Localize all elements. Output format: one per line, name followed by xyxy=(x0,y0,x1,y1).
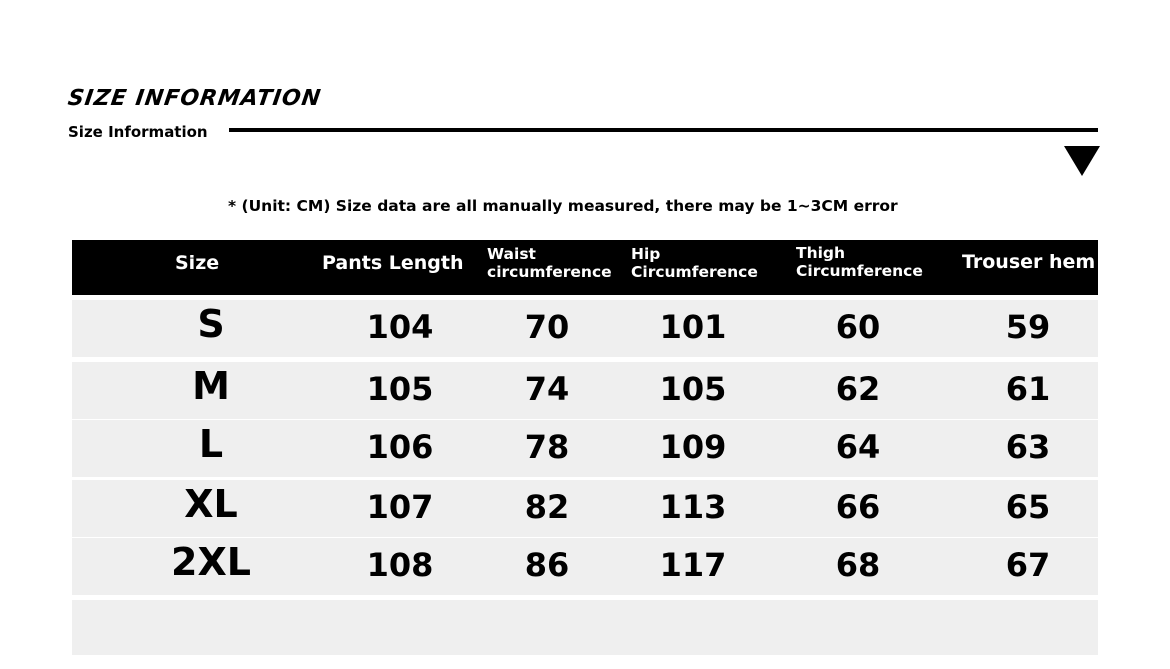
cell-size: L xyxy=(198,422,224,466)
table-row: S 104 70 101 60 59 xyxy=(72,300,1098,357)
page-subtitle: Size Information xyxy=(68,123,208,141)
cell-waist: 78 xyxy=(524,428,570,466)
cell-hip: 113 xyxy=(659,488,727,526)
empty-row xyxy=(72,600,1098,655)
cell-hip: 105 xyxy=(659,370,727,408)
header-waist-line1: Waist xyxy=(487,245,536,263)
cell-trouser-hem: 59 xyxy=(1005,308,1051,346)
header-size: Size xyxy=(175,252,220,274)
header-hip-line2: Circumference xyxy=(631,262,758,281)
cell-trouser-hem: 67 xyxy=(1005,546,1051,584)
cell-pants-length: 107 xyxy=(366,488,434,526)
cell-pants-length: 108 xyxy=(366,546,434,584)
cell-size: 2XL xyxy=(171,540,251,584)
header-thigh-line1: Thigh xyxy=(796,244,846,262)
cell-thigh: 68 xyxy=(835,546,881,584)
cell-size: M xyxy=(192,364,230,408)
header-waist: Waist circumference xyxy=(487,245,612,282)
table-row: XL 107 82 113 66 65 xyxy=(72,480,1098,537)
header-thigh-line2: Circumference xyxy=(796,261,923,280)
unit-note: * (Unit: CM) Size data are all manually … xyxy=(228,197,898,215)
table-row: L 106 78 109 64 63 xyxy=(72,420,1098,477)
table-row: 2XL 108 86 117 68 67 xyxy=(72,538,1098,595)
cell-hip: 117 xyxy=(659,546,727,584)
cell-waist: 86 xyxy=(524,546,570,584)
cell-thigh: 64 xyxy=(835,428,881,466)
cell-hip: 101 xyxy=(659,308,727,346)
cell-trouser-hem: 61 xyxy=(1005,370,1051,408)
header-thigh: Thigh Circumference xyxy=(796,244,923,281)
header-pants-length: Pants Length xyxy=(322,252,464,274)
cell-pants-length: 105 xyxy=(366,370,434,408)
divider xyxy=(229,128,1098,132)
table-row: M 105 74 105 62 61 xyxy=(72,362,1098,419)
cell-waist: 82 xyxy=(524,488,570,526)
cell-pants-length: 104 xyxy=(366,308,434,346)
cell-trouser-hem: 63 xyxy=(1005,428,1051,466)
triangle-down-icon xyxy=(1064,146,1100,176)
cell-size: S xyxy=(197,302,225,346)
cell-size: XL xyxy=(184,482,238,526)
cell-hip: 109 xyxy=(659,428,727,466)
header-hip-line1: Hip xyxy=(631,245,661,263)
header-waist-line2: circumference xyxy=(487,262,612,281)
page-title: SIZE INFORMATION xyxy=(66,86,323,111)
cell-trouser-hem: 65 xyxy=(1005,488,1051,526)
header-hip: Hip Circumference xyxy=(631,245,758,282)
cell-waist: 70 xyxy=(524,308,570,346)
cell-thigh: 62 xyxy=(835,370,881,408)
header-trouser-hem: Trouser hem xyxy=(962,251,1096,273)
cell-thigh: 66 xyxy=(835,488,881,526)
cell-waist: 74 xyxy=(524,370,570,408)
table-header: Size Pants Length Waist circumference Hip… xyxy=(72,240,1098,295)
cell-thigh: 60 xyxy=(835,308,881,346)
cell-pants-length: 106 xyxy=(366,428,434,466)
